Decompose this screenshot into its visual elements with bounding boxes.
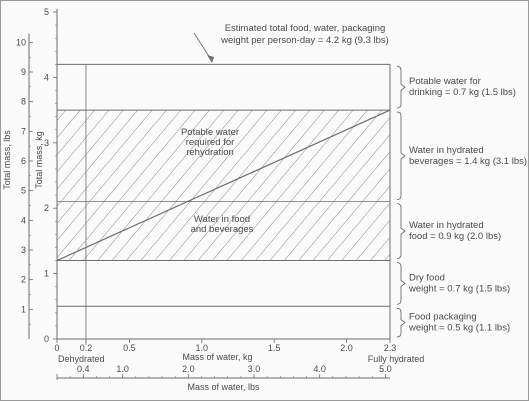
y-tick-label-kg: 0: [44, 334, 49, 344]
band-label-dry-food: Dry food weight = 0.7 kg (1.5 lbs): [408, 272, 510, 294]
brace-food-packaging: [396, 307, 406, 338]
label-water-in-food: Water in food and beverages: [191, 214, 254, 235]
brace-potable-water-for-drinking: [396, 65, 406, 109]
x-tick-label-kg: 2.0: [340, 343, 353, 353]
y-axis-label-kg: Total mass, kg: [34, 131, 44, 189]
y-tick-label-lbs: 5: [21, 186, 26, 196]
x-tick-label-kg: 0: [54, 343, 59, 353]
x-tick-label-kg: 0.2: [80, 343, 93, 353]
label-potable-water-required: Potable water required for rehydration: [181, 127, 239, 158]
rehydration-line: [56, 109, 391, 262]
y-tick-label-kg: 3: [44, 138, 49, 148]
dehydrated-label: Dehydrated: [58, 354, 105, 364]
y-tick-label-lbs: 9: [21, 67, 26, 77]
band-label-potable-water-for-drinking: Potable water for drinking = 0.7 kg (1.5 …: [409, 76, 516, 98]
y-tick-label-lbs: 4: [21, 215, 26, 225]
x-tick-label-kg: 0.5: [123, 343, 136, 353]
x-tick-label-lbs: 2.0: [182, 364, 195, 374]
y-tick-label-lbs: 6: [21, 156, 26, 166]
x-axis-label-lbs: Mass of water, lbs: [187, 382, 260, 392]
x-tick-label-lbs: 5.0: [379, 364, 392, 374]
y-tick-label-lbs: 7: [21, 126, 26, 136]
y-tick-label-lbs: 8: [21, 97, 26, 107]
annotation-arrowhead: [207, 55, 214, 63]
x-tick-label-lbs: 0.4: [77, 364, 90, 374]
y-tick-label-lbs: 3: [21, 245, 26, 255]
x-tick-label-kg: 2.3: [384, 343, 397, 353]
y-tick-label-kg: 5: [44, 7, 49, 17]
x-axis-label-kg: Mass of water, kg: [182, 352, 252, 362]
x-tick-label-lbs: 3.0: [248, 364, 261, 374]
x-tick-label-kg: 1.0: [196, 343, 209, 353]
band-label-water-in-hydrated-food: Water in hydrated food = 0.9 kg (2.0 lbs): [409, 220, 501, 242]
band-label-food-packaging: Food packaging weight = 0.5 kg (1.1 lbs): [408, 312, 510, 334]
x-tick-label-lbs: 4.0: [313, 364, 326, 374]
y-tick-label-kg: 2: [44, 203, 49, 213]
y-axis-label-lbs: Total mass, lbs: [2, 130, 12, 190]
total-annotation: Estimated total food, water, packaging we…: [220, 23, 389, 46]
brace-dry-food: [396, 262, 406, 305]
band-label-water-in-hydrated-beverages: Water in hydrated beverages = 1.4 kg (3.1…: [409, 145, 527, 167]
y-tick-label-lbs: 2: [21, 275, 26, 285]
y-tick-label-kg: 4: [44, 72, 49, 82]
x-tick-label-kg: 1.5: [268, 343, 281, 353]
brace-water-in-hydrated-food: [396, 203, 406, 259]
brace-water-in-hydrated-beverages: [396, 111, 406, 201]
fully-hydrated-label: Fully hydrated: [368, 354, 425, 364]
y-tick-label-lbs: 10: [16, 37, 26, 47]
x-tick-label-lbs: 1.0: [116, 364, 129, 374]
y-tick-label-kg: 1: [44, 269, 49, 279]
y-tick-label-lbs: 1: [21, 304, 26, 314]
